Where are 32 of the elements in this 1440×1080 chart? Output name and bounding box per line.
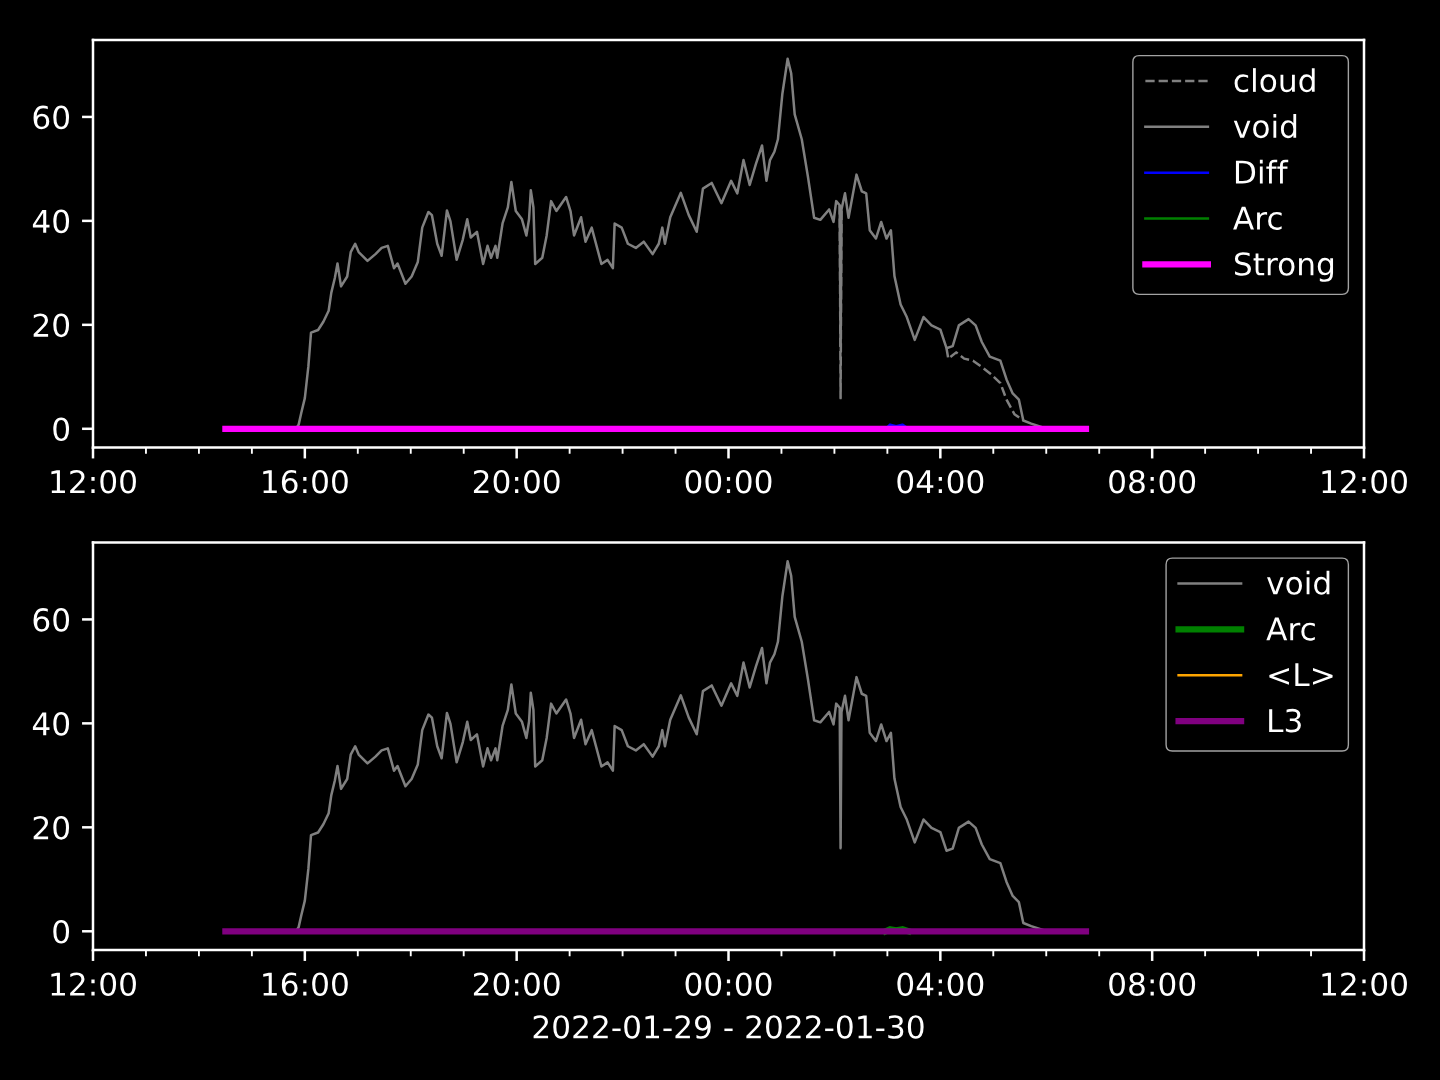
x-tick-label: 12:00 bbox=[51, 972, 136, 997]
x-tick-label: 12:00 bbox=[1322, 469, 1407, 494]
legend-label: cloud bbox=[1234, 68, 1315, 93]
legend-label: L3 bbox=[1269, 708, 1301, 733]
y-tick-label: 60 bbox=[33, 105, 70, 130]
y-tick-label: 60 bbox=[33, 608, 70, 632]
y-tick-label: 0 bbox=[53, 417, 70, 442]
legend-label: Arc bbox=[1266, 617, 1315, 641]
legend-label: Arc bbox=[1233, 206, 1282, 230]
x-tick-label: 20:00 bbox=[473, 469, 560, 494]
x-tick-label: 00:00 bbox=[685, 469, 772, 494]
y-tick-label: 40 bbox=[32, 209, 70, 234]
x-tick-label: 20:00 bbox=[473, 972, 560, 997]
x-tick-label: 12:00 bbox=[1322, 972, 1407, 997]
x-tick-label: 16:00 bbox=[263, 972, 348, 997]
legend-label: Diff bbox=[1235, 159, 1289, 184]
legend-label: Strong bbox=[1234, 252, 1334, 282]
x-tick-label: 04:00 bbox=[897, 972, 984, 997]
y-tick-label: 40 bbox=[32, 712, 70, 736]
x-tick-label: 08:00 bbox=[1109, 972, 1196, 997]
x-tick-label: 16:00 bbox=[263, 469, 348, 494]
legend-label: void bbox=[1267, 570, 1330, 595]
y-tick-label: 0 bbox=[53, 919, 70, 944]
y-tick-label: 20 bbox=[33, 816, 70, 840]
legend-label: <L> bbox=[1269, 663, 1333, 687]
legend-label: void bbox=[1233, 113, 1297, 139]
y-tick-label: 20 bbox=[33, 313, 70, 338]
x-tick-label: 08:00 bbox=[1109, 469, 1196, 494]
x-tick-label: 00:00 bbox=[685, 972, 772, 997]
x-tick-label: 12:00 bbox=[51, 469, 136, 494]
x-axis-title: 2022-01-29 - 2022-01-30 bbox=[533, 1015, 924, 1039]
x-tick-label: 04:00 bbox=[897, 469, 984, 494]
